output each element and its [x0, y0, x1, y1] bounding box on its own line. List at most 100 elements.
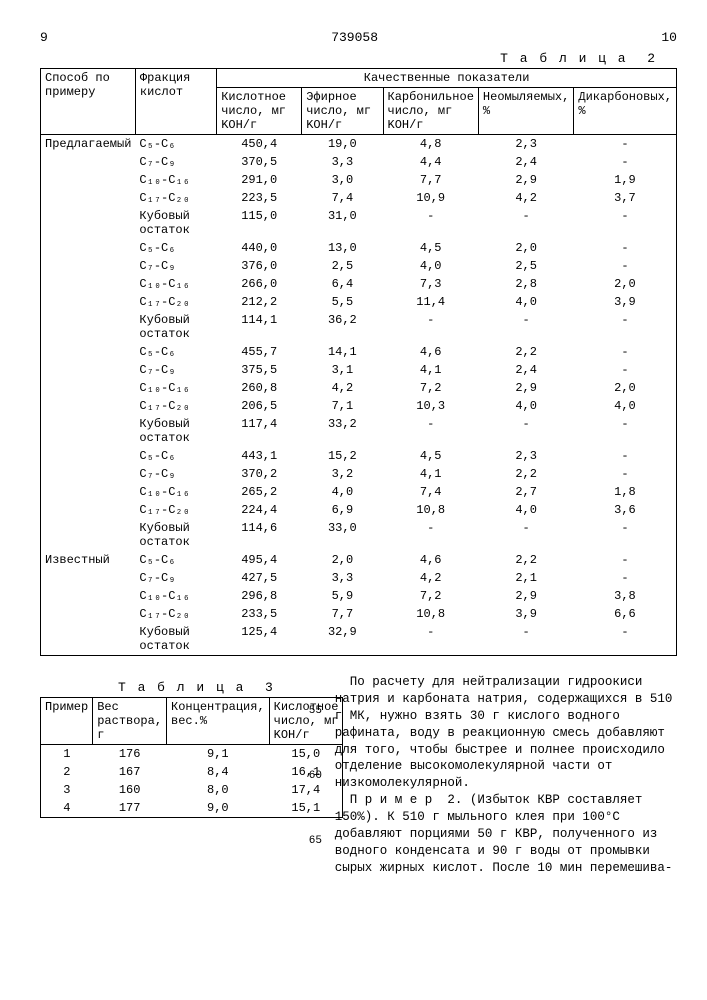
fraction-cell: C₇-C₉: [135, 153, 216, 171]
method-label: [41, 587, 136, 605]
table-row: C₁₇-C₂₀212,25,511,44,03,9: [41, 293, 677, 311]
table-row: C₇-C₉370,53,34,42,4-: [41, 153, 677, 171]
value-cell: 6,4: [302, 275, 383, 293]
table-row: 31608,017,4: [41, 781, 343, 799]
fraction-cell: C₁₀-C₁₆: [135, 587, 216, 605]
fraction-cell: Кубовый остаток: [135, 207, 216, 239]
table-row: C₅-C₆440,013,04,52,0-: [41, 239, 677, 257]
value-cell: 4: [41, 799, 93, 818]
table-row: C₁₇-C₂₀223,57,410,94,23,7: [41, 189, 677, 207]
table-row: C₁₀-C₁₆296,85,97,22,93,8: [41, 587, 677, 605]
value-cell: 223,5: [217, 189, 302, 207]
value-cell: 4,0: [574, 397, 677, 415]
value-cell: 2,9: [478, 171, 573, 189]
table-row: C₅-C₆443,115,24,52,3-: [41, 447, 677, 465]
method-label: [41, 257, 136, 275]
fraction-cell: C₇-C₉: [135, 569, 216, 587]
value-cell: 3,9: [478, 605, 573, 623]
body-text: По расчету для нейтрализации гидроокиси …: [313, 674, 677, 877]
value-cell: 2,0: [478, 239, 573, 257]
fraction-cell: C₇-C₉: [135, 361, 216, 379]
value-cell: 2,0: [574, 379, 677, 397]
table-row: ПредлагаемыйC₅-C₆450,419,04,82,3-: [41, 135, 677, 154]
value-cell: 265,2: [217, 483, 302, 501]
table-row: C₁₀-C₁₆291,03,07,72,91,9: [41, 171, 677, 189]
value-cell: -: [574, 257, 677, 275]
value-cell: 114,1: [217, 311, 302, 343]
value-cell: 7,2: [383, 379, 478, 397]
value-cell: 427,5: [217, 569, 302, 587]
method-label: [41, 311, 136, 343]
value-cell: 4,5: [383, 447, 478, 465]
value-cell: 206,5: [217, 397, 302, 415]
value-cell: 224,4: [217, 501, 302, 519]
value-cell: 3,3: [302, 569, 383, 587]
value-cell: 13,0: [302, 239, 383, 257]
body-paragraph: По расчету для нейтрализации гидроокиси …: [335, 675, 673, 875]
value-cell: -: [574, 551, 677, 569]
value-cell: 9,0: [167, 799, 270, 818]
method-label: [41, 171, 136, 189]
value-cell: 3,6: [574, 501, 677, 519]
value-cell: 4,6: [383, 551, 478, 569]
value-cell: 2,2: [478, 343, 573, 361]
value-cell: 4,5: [383, 239, 478, 257]
value-cell: -: [574, 465, 677, 483]
table-row: C₇-C₉370,23,24,12,2-: [41, 465, 677, 483]
fraction-cell: C₁₇-C₂₀: [135, 293, 216, 311]
method-label: [41, 501, 136, 519]
method-label: [41, 207, 136, 239]
method-label: [41, 293, 136, 311]
line-num-60: 60: [309, 769, 322, 784]
method-label: [41, 483, 136, 501]
value-cell: -: [574, 415, 677, 447]
value-cell: 160: [93, 781, 167, 799]
fraction-cell: C₅-C₆: [135, 135, 216, 154]
fraction-cell: Кубовый остаток: [135, 415, 216, 447]
value-cell: 376,0: [217, 257, 302, 275]
value-cell: 495,4: [217, 551, 302, 569]
value-cell: 2,1: [478, 569, 573, 587]
table2: Способ по примеру Фракция кислот Качеств…: [40, 68, 677, 656]
method-label: [41, 605, 136, 623]
value-cell: 2,4: [478, 153, 573, 171]
method-label: [41, 415, 136, 447]
table-row: C₅-C₆455,714,14,62,2-: [41, 343, 677, 361]
value-cell: 4,2: [302, 379, 383, 397]
value-cell: 125,4: [217, 623, 302, 656]
value-cell: 5,5: [302, 293, 383, 311]
value-cell: -: [574, 343, 677, 361]
value-cell: -: [574, 153, 677, 171]
value-cell: 296,8: [217, 587, 302, 605]
table-row: ИзвестныйC₅-C₆495,42,04,62,2-: [41, 551, 677, 569]
value-cell: 2,3: [478, 447, 573, 465]
table-row: C₁₇-C₂₀206,57,110,34,04,0: [41, 397, 677, 415]
fraction-cell: C₁₀-C₁₆: [135, 483, 216, 501]
value-cell: 5,9: [302, 587, 383, 605]
method-label: [41, 465, 136, 483]
value-cell: 8,0: [167, 781, 270, 799]
fraction-cell: C₇-C₉: [135, 465, 216, 483]
value-cell: 3,0: [302, 171, 383, 189]
value-cell: 10,3: [383, 397, 478, 415]
table-row: Кубовый остаток114,633,0---: [41, 519, 677, 551]
value-cell: 10,9: [383, 189, 478, 207]
method-label: [41, 569, 136, 587]
method-label: [41, 397, 136, 415]
fraction-cell: Кубовый остаток: [135, 623, 216, 656]
fraction-cell: C₁₀-C₁₆: [135, 171, 216, 189]
value-cell: 1: [41, 745, 93, 764]
value-cell: 33,0: [302, 519, 383, 551]
value-cell: 10,8: [383, 605, 478, 623]
line-num-55: 55: [309, 704, 322, 719]
value-cell: 455,7: [217, 343, 302, 361]
fraction-cell: C₅-C₆: [135, 239, 216, 257]
value-cell: -: [383, 311, 478, 343]
value-cell: 2,7: [478, 483, 573, 501]
value-cell: -: [383, 623, 478, 656]
value-cell: 31,0: [302, 207, 383, 239]
method-label: [41, 361, 136, 379]
fraction-cell: C₅-C₆: [135, 551, 216, 569]
page-left: 9: [40, 30, 48, 45]
table-row: Кубовый остаток115,031,0---: [41, 207, 677, 239]
